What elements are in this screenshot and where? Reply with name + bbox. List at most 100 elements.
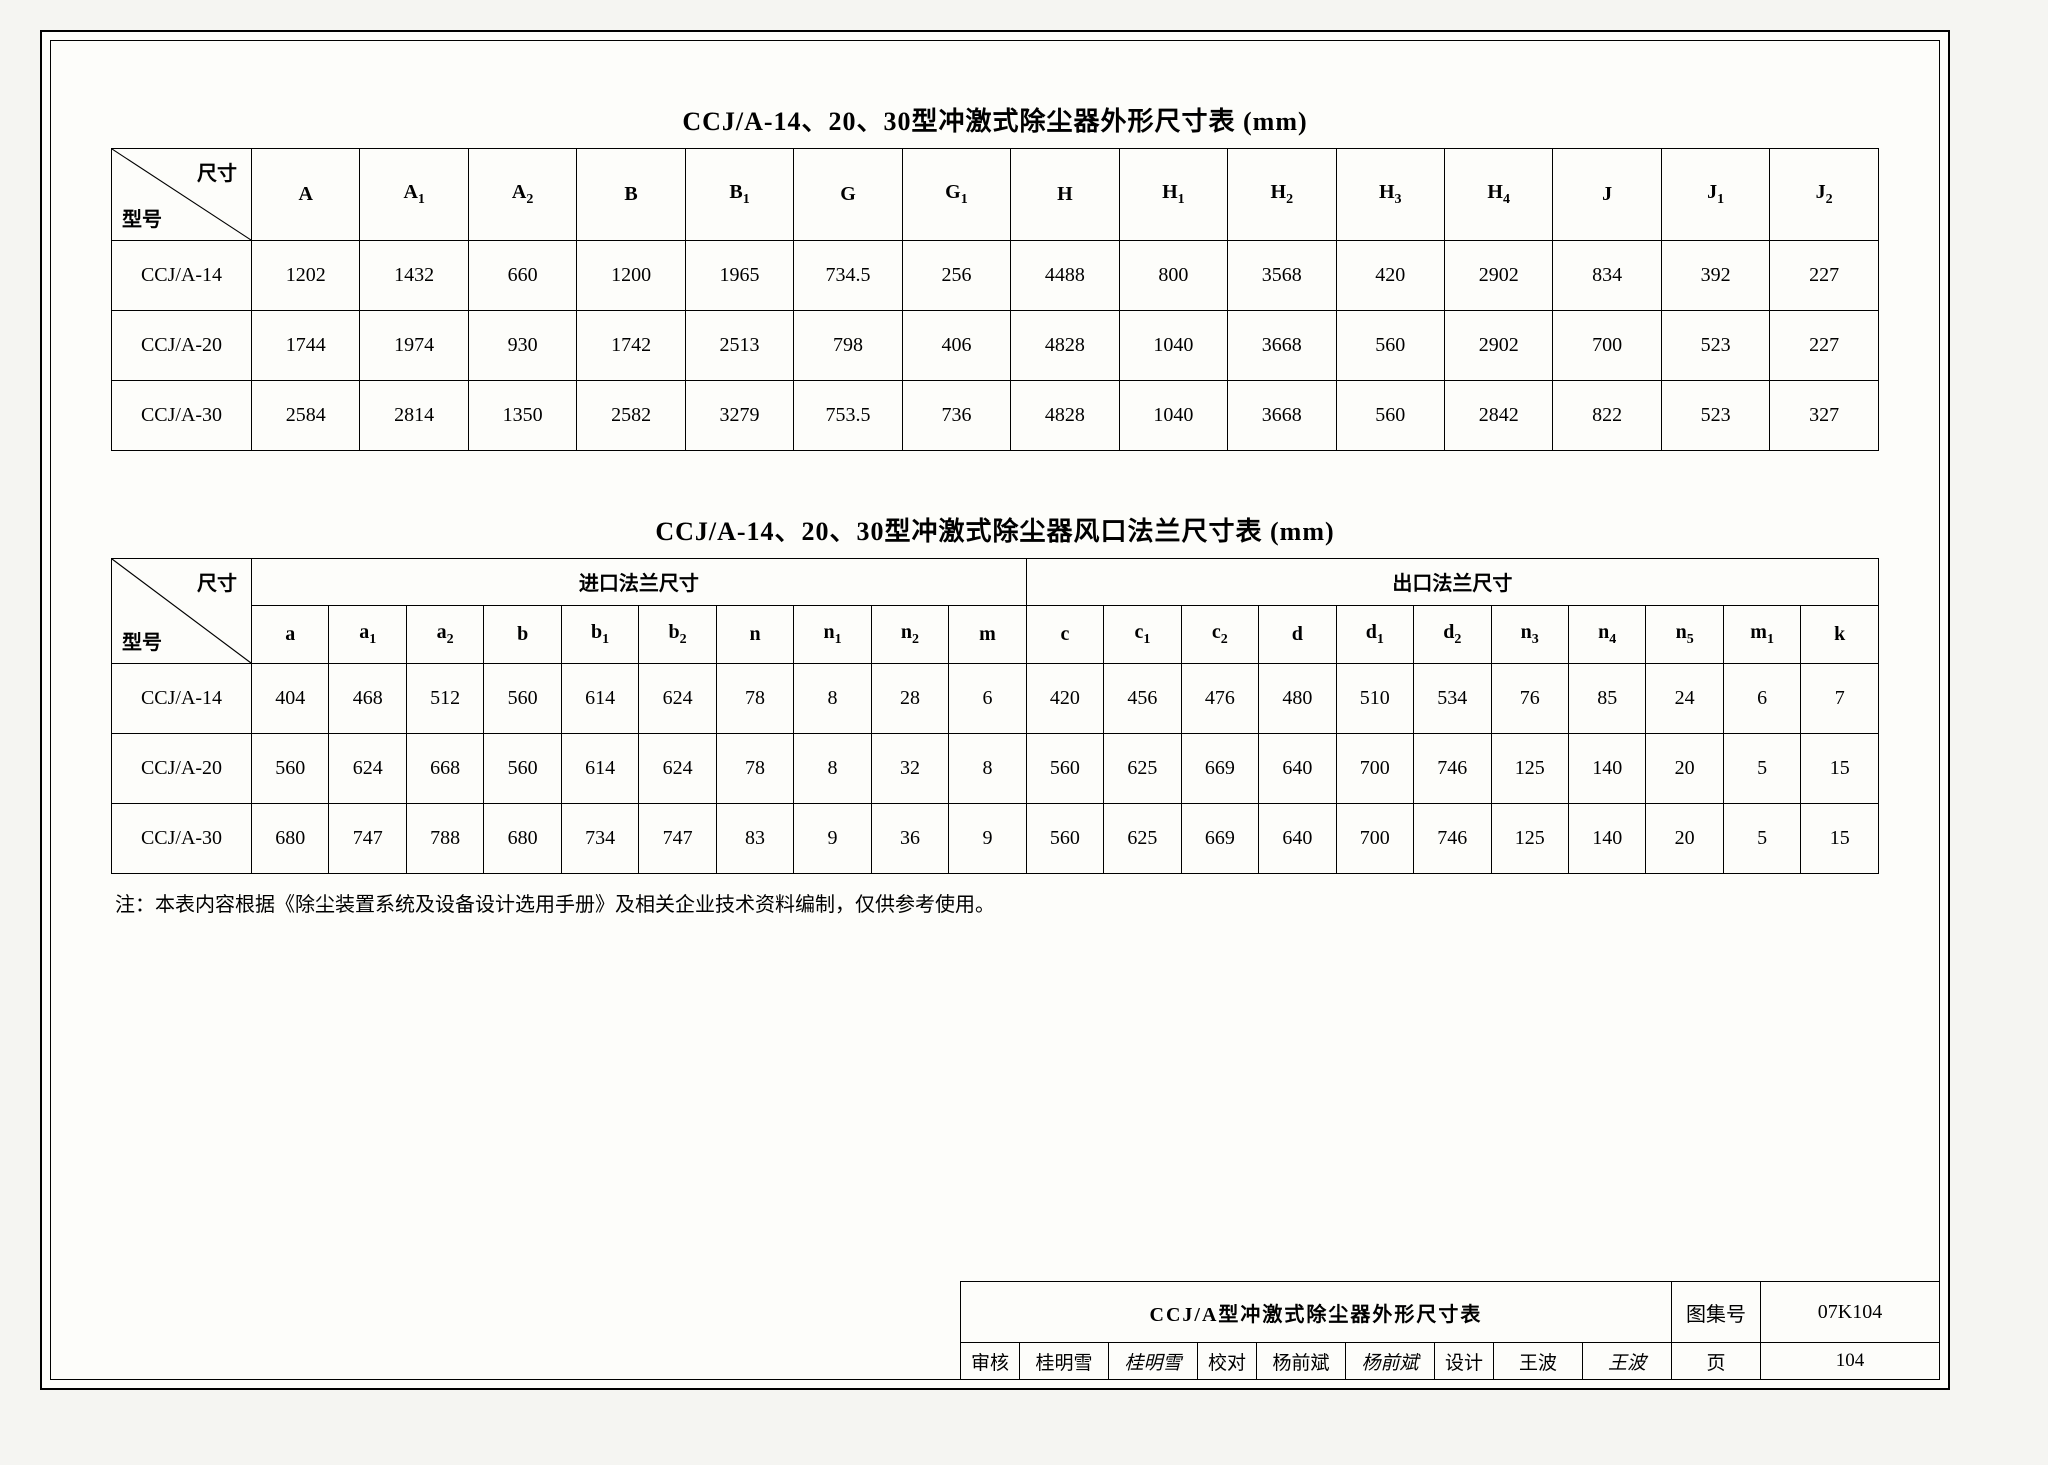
data-cell: 256 xyxy=(902,241,1010,311)
data-cell: 614 xyxy=(561,664,638,734)
table-row: CCJ/A-2017441974930174225137984064828104… xyxy=(112,311,1879,381)
col-header: J2 xyxy=(1770,149,1879,241)
diag-bot-label: 型号 xyxy=(122,203,162,232)
data-cell: 625 xyxy=(1104,734,1181,804)
data-cell: 2584 xyxy=(252,381,360,451)
col-header: c xyxy=(1026,605,1103,663)
data-cell: 32 xyxy=(871,734,948,804)
data-cell: 700 xyxy=(1553,311,1661,381)
field-name: 王波 xyxy=(1494,1343,1583,1380)
data-cell: 8 xyxy=(794,664,871,734)
data-cell: 510 xyxy=(1336,664,1413,734)
col-header: k xyxy=(1801,605,1879,663)
data-cell: 125 xyxy=(1491,804,1568,874)
data-cell: 406 xyxy=(902,311,1010,381)
data-cell: 468 xyxy=(329,664,406,734)
data-cell: 523 xyxy=(1661,381,1769,451)
col-header: c1 xyxy=(1104,605,1181,663)
data-cell: 125 xyxy=(1491,734,1568,804)
footnote: 注：本表内容根据《除尘装置系统及设备设计选用手册》及相关企业技术资料编制，仅供参… xyxy=(115,888,1879,917)
col-header: n5 xyxy=(1646,605,1723,663)
data-cell: 700 xyxy=(1336,804,1413,874)
col-header: G xyxy=(794,149,902,241)
data-cell: 78 xyxy=(716,664,793,734)
data-cell: 4828 xyxy=(1011,381,1119,451)
table1: 尺寸 型号 A A1 A2 B B1 G G1 H H1 H2 H3 H4 J … xyxy=(111,148,1879,451)
data-cell: 560 xyxy=(1336,311,1444,381)
data-cell: 2513 xyxy=(685,311,793,381)
data-cell: 1965 xyxy=(685,241,793,311)
data-cell: 85 xyxy=(1568,664,1645,734)
diag-top-label: 尺寸 xyxy=(197,567,237,596)
col-header: n1 xyxy=(794,605,871,663)
diag-bot-label: 型号 xyxy=(122,626,162,655)
data-cell: 3568 xyxy=(1228,241,1336,311)
data-cell: 746 xyxy=(1414,734,1491,804)
col-header: H1 xyxy=(1119,149,1227,241)
data-cell: 2814 xyxy=(360,381,468,451)
inner-frame: CCJ/A-14、20、30型冲激式除尘器外形尺寸表 (mm) 尺寸 型号 A … xyxy=(50,40,1940,1380)
data-cell: 9 xyxy=(794,804,871,874)
field-label: 审核 xyxy=(961,1343,1020,1380)
data-cell: 1200 xyxy=(577,241,685,311)
col-header: b xyxy=(484,605,561,663)
page-label: 页 xyxy=(1672,1343,1761,1380)
table-row: CCJ/A-141202143266012001965734.525644888… xyxy=(112,241,1879,311)
data-cell: 624 xyxy=(639,664,716,734)
data-cell: 1742 xyxy=(577,311,685,381)
col-header: n xyxy=(716,605,793,663)
data-cell: 736 xyxy=(902,381,1010,451)
data-cell: 5 xyxy=(1723,734,1800,804)
col-header: c2 xyxy=(1181,605,1258,663)
col-header: m1 xyxy=(1723,605,1800,663)
data-cell: 3668 xyxy=(1228,381,1336,451)
col-header: J1 xyxy=(1661,149,1769,241)
data-cell: 140 xyxy=(1568,804,1645,874)
data-cell: 227 xyxy=(1770,241,1879,311)
table2-title: CCJ/A-14、20、30型冲激式除尘器风口法兰尺寸表 (mm) xyxy=(111,511,1879,548)
data-cell: 28 xyxy=(871,664,948,734)
data-cell: 480 xyxy=(1259,664,1336,734)
data-cell: 404 xyxy=(252,664,329,734)
data-cell: 15 xyxy=(1801,804,1879,874)
data-cell: 534 xyxy=(1414,664,1491,734)
col-header: a1 xyxy=(329,605,406,663)
group-header: 进口法兰尺寸 xyxy=(252,559,1027,606)
data-cell: 15 xyxy=(1801,734,1879,804)
data-cell: 2582 xyxy=(577,381,685,451)
data-cell: 1974 xyxy=(360,311,468,381)
data-cell: 798 xyxy=(794,311,902,381)
data-cell: 36 xyxy=(871,804,948,874)
data-cell: 5 xyxy=(1723,804,1800,874)
data-cell: 24 xyxy=(1646,664,1723,734)
data-cell: 140 xyxy=(1568,734,1645,804)
model-cell: CCJ/A-14 xyxy=(112,664,252,734)
data-cell: 734 xyxy=(561,804,638,874)
data-cell: 625 xyxy=(1104,804,1181,874)
data-cell: 20 xyxy=(1646,804,1723,874)
data-cell: 420 xyxy=(1336,241,1444,311)
model-cell: CCJ/A-20 xyxy=(112,734,252,804)
field-label: 校对 xyxy=(1198,1343,1257,1380)
data-cell: 624 xyxy=(639,734,716,804)
col-header: H4 xyxy=(1444,149,1552,241)
data-cell: 680 xyxy=(252,804,329,874)
data-cell: 753.5 xyxy=(794,381,902,451)
data-cell: 476 xyxy=(1181,664,1258,734)
col-header: A1 xyxy=(360,149,468,241)
data-cell: 624 xyxy=(329,734,406,804)
col-header: m xyxy=(949,605,1026,663)
model-cell: CCJ/A-20 xyxy=(112,311,252,381)
data-cell: 9 xyxy=(949,804,1026,874)
data-cell: 669 xyxy=(1181,804,1258,874)
col-header: d2 xyxy=(1414,605,1491,663)
col-header: b2 xyxy=(639,605,716,663)
data-cell: 8 xyxy=(949,734,1026,804)
data-cell: 640 xyxy=(1259,804,1336,874)
data-cell: 700 xyxy=(1336,734,1413,804)
col-header: d xyxy=(1259,605,1336,663)
data-cell: 523 xyxy=(1661,311,1769,381)
data-cell: 1040 xyxy=(1119,381,1227,451)
title-block: CCJ/A型冲激式除尘器外形尺寸表 图集号 07K104 审核 桂明雪 桂明雪 … xyxy=(960,1281,1940,1380)
data-cell: 456 xyxy=(1104,664,1181,734)
